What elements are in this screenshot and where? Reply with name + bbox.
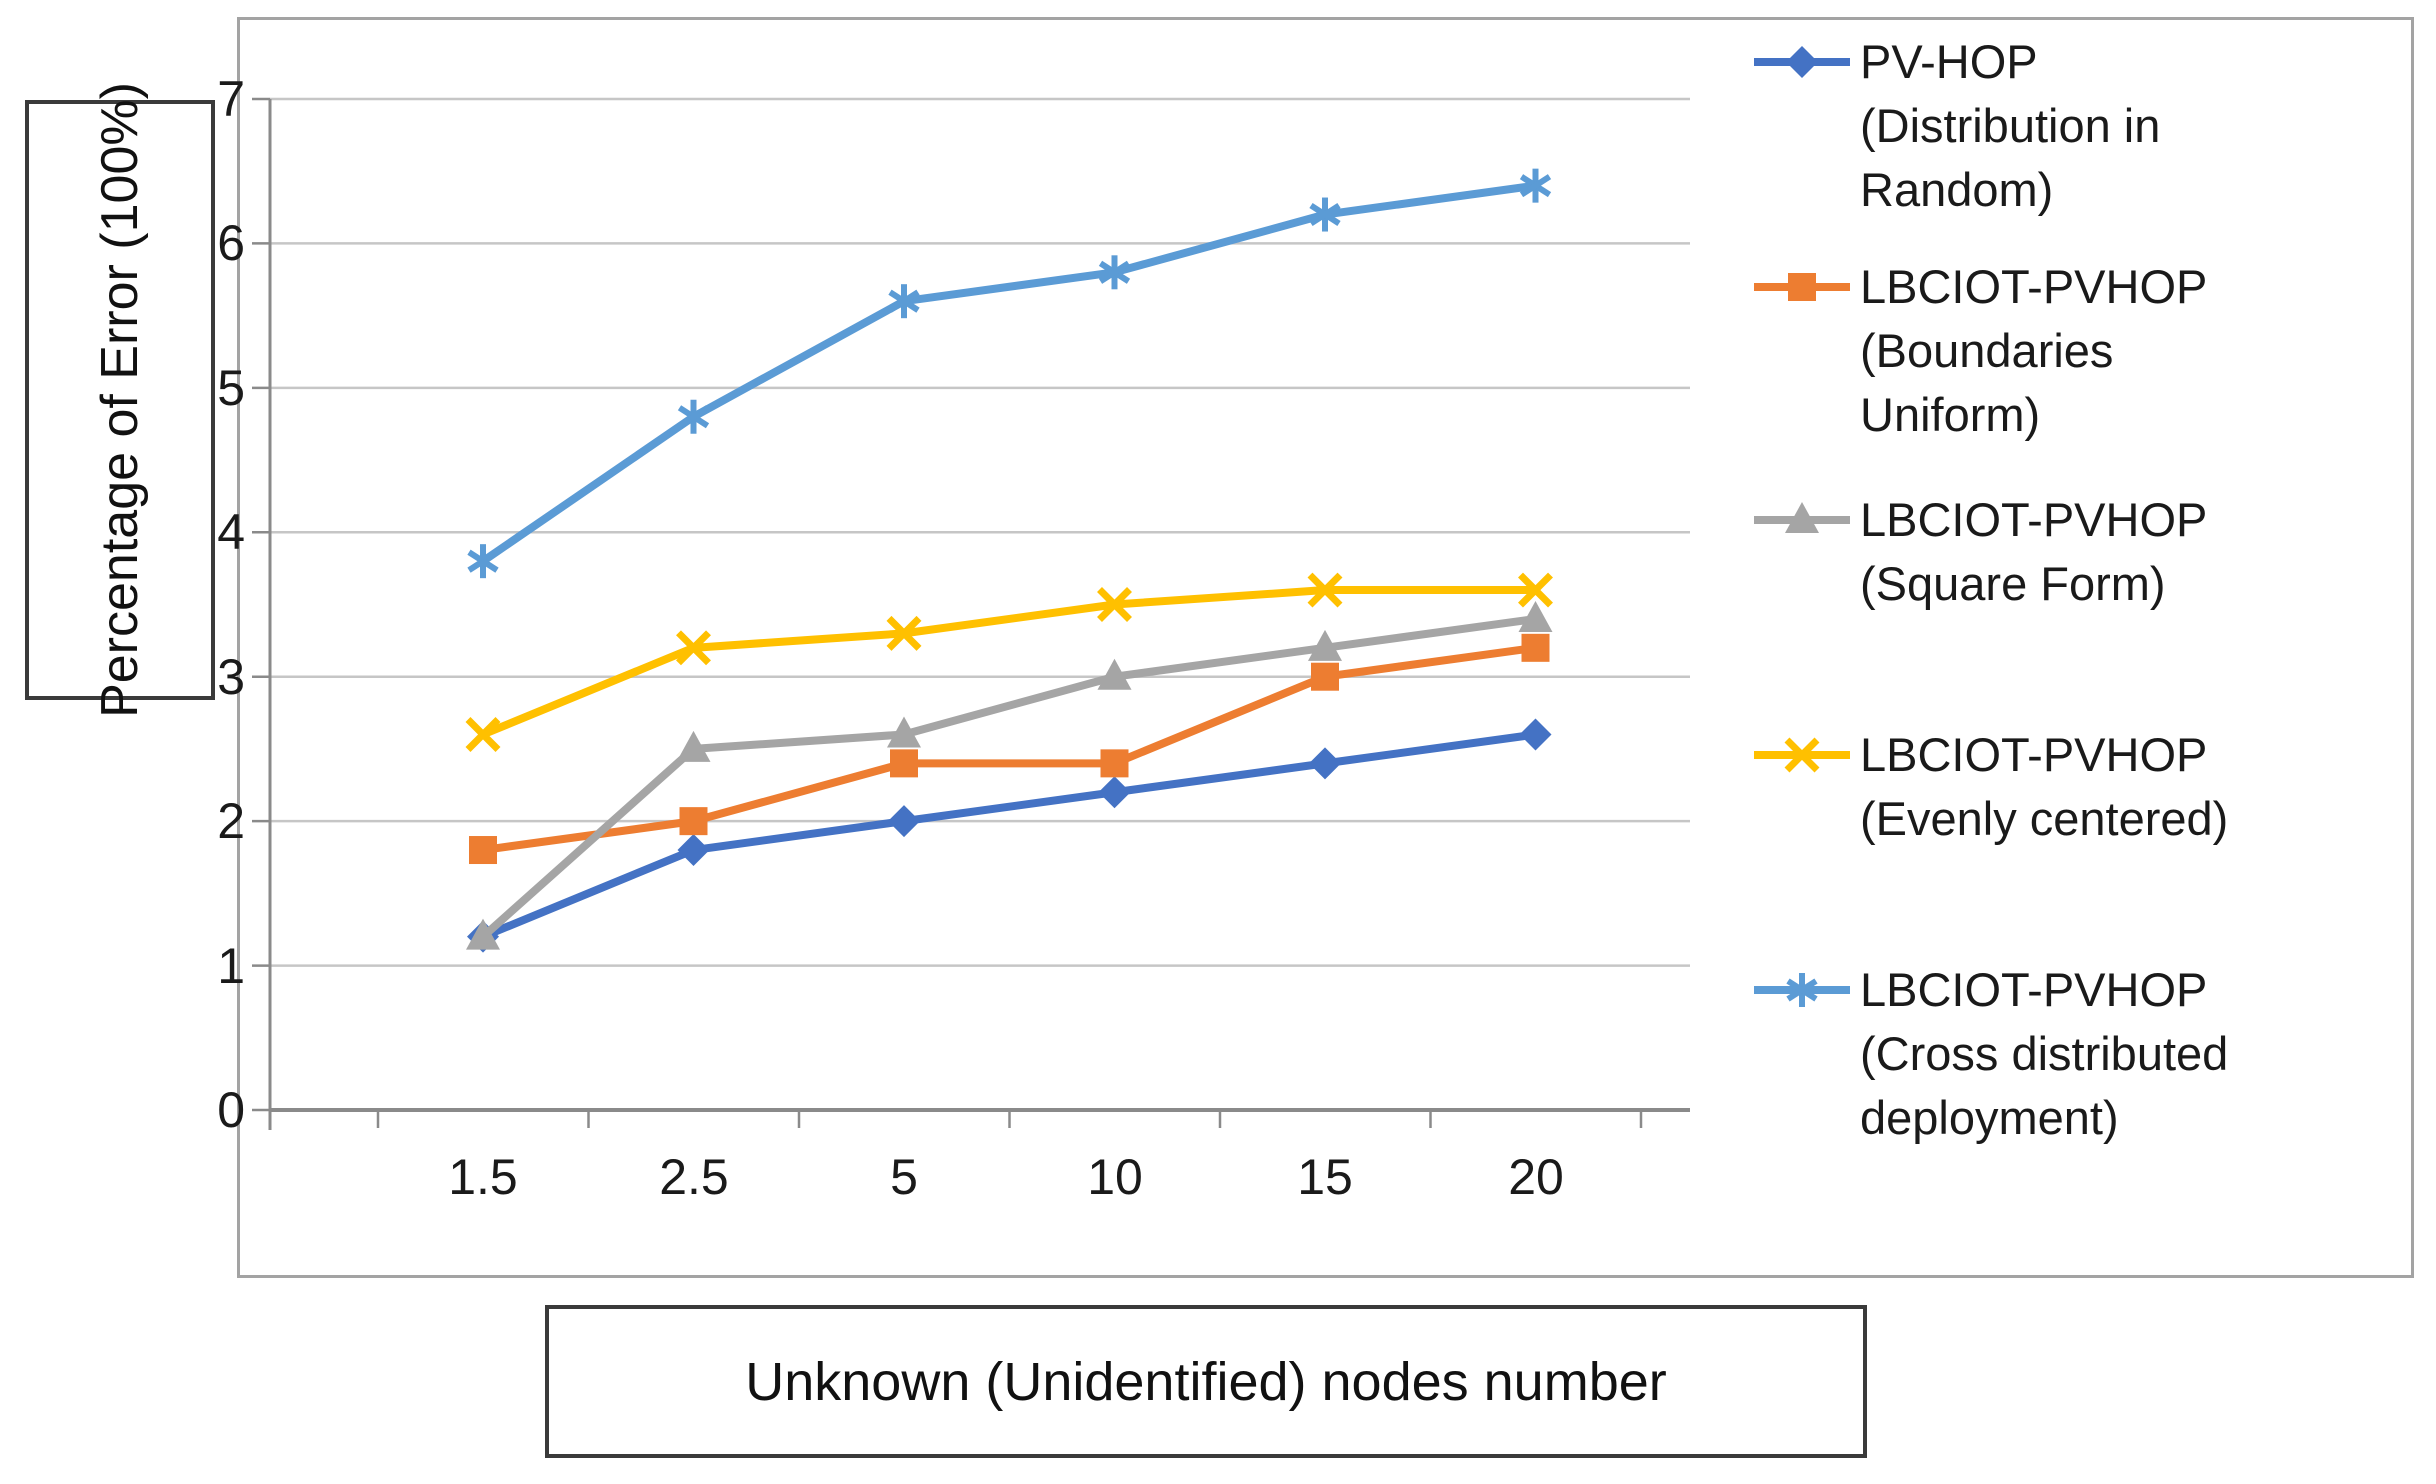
legend-item-evenly-centered: LBCIOT-PVHOP (Evenly centered) xyxy=(1752,723,2228,851)
y-tick-label-7: 7 xyxy=(217,71,245,127)
legend-item-square-form: LBCIOT-PVHOP (Square Form) xyxy=(1752,488,2207,616)
legend-label-line: PV-HOP xyxy=(1860,35,2038,88)
legend-label-line: LBCIOT-PVHOP xyxy=(1860,260,2208,313)
legend-marker-square-icon xyxy=(1754,273,1850,301)
legend-label-line: deployment) xyxy=(1860,1091,2119,1144)
axes xyxy=(268,98,1643,1130)
series-line-2 xyxy=(466,600,1553,950)
series-line-4 xyxy=(467,168,1552,579)
x-tick-label-20: 20 xyxy=(1508,1149,1564,1205)
series-line-0 xyxy=(467,718,1552,953)
legend-label-line: (Distribution in xyxy=(1860,99,2161,152)
y-tick-label-4: 4 xyxy=(217,504,245,560)
x-tick-label-2-5: 2.5 xyxy=(659,1149,729,1205)
y-axis-title: Percentage of Error (100%) xyxy=(91,82,150,718)
y-tick-label-5: 5 xyxy=(217,360,245,416)
x-tick-label-1-5: 1.5 xyxy=(448,1149,518,1205)
legend-marker-x-icon xyxy=(1754,737,1850,773)
y-tick-label-1: 1 xyxy=(217,938,245,994)
legend-item-boundaries-uniform: LBCIOT-PVHOP (Boundaries Uniform) xyxy=(1752,255,2207,447)
legend-label-line: Uniform) xyxy=(1860,388,2041,441)
legend-item-pv-hop: PV-HOP (Distribution in Random) xyxy=(1752,30,2160,222)
y-tick-label-0: 0 xyxy=(217,1082,245,1138)
legend-label-line: (Evenly centered) xyxy=(1860,792,2229,845)
legend-label-line: Random) xyxy=(1860,163,2054,216)
y-tick-label-6: 6 xyxy=(217,215,245,271)
legend-label-line: (Boundaries xyxy=(1860,324,2114,377)
legend-label-line: LBCIOT-PVHOP xyxy=(1860,963,2208,1016)
y-axis-title-box: Percentage of Error (100%) xyxy=(25,82,215,718)
gridlines xyxy=(252,97,1690,1112)
x-tick-label-10: 10 xyxy=(1087,1149,1143,1205)
legend-label-line: (Cross distributed xyxy=(1860,1027,2229,1080)
legend-item-cross-distributed: LBCIOT-PVHOP (Cross distributed deployme… xyxy=(1752,958,2228,1150)
legend-label-line: (Square Form) xyxy=(1860,557,2166,610)
legend-marker-diamond-icon xyxy=(1754,46,1850,78)
x-axis-title-box: Unknown (Unidentified) nodes number xyxy=(545,1305,1867,1458)
series-line-1 xyxy=(469,633,1550,865)
x-tick-label-15: 15 xyxy=(1297,1149,1353,1205)
legend-marker-asterisk-icon xyxy=(1754,973,1850,1007)
x-tick-label-5: 5 xyxy=(890,1149,918,1205)
legend-label-line: LBCIOT-PVHOP xyxy=(1860,728,2208,781)
legend-label-line: LBCIOT-PVHOP xyxy=(1860,493,2208,546)
y-tick-label-2: 2 xyxy=(217,793,245,849)
x-axis-title: Unknown (Unidentified) nodes number xyxy=(745,1351,1667,1412)
legend-marker-triangle-icon xyxy=(1754,502,1850,533)
y-tick-label-3: 3 xyxy=(217,649,245,705)
series-line-3 xyxy=(465,572,1553,752)
